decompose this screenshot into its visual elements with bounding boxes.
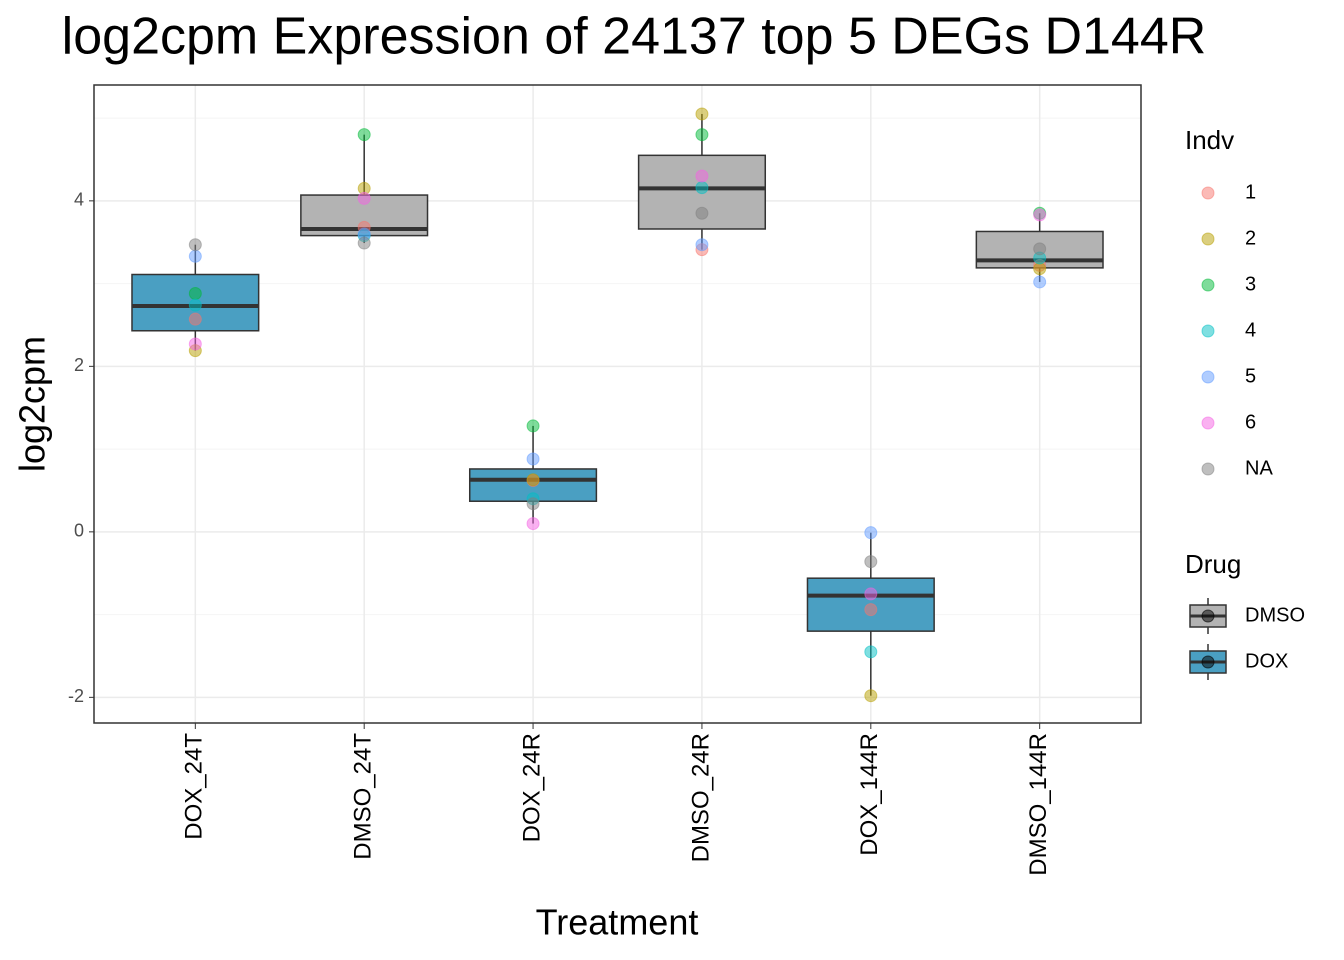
point bbox=[864, 645, 878, 659]
x-tick-label: DOX_24T bbox=[181, 733, 208, 840]
point bbox=[357, 191, 371, 205]
point bbox=[526, 419, 540, 433]
point bbox=[864, 689, 878, 703]
legend-label: 2 bbox=[1245, 227, 1256, 249]
point bbox=[695, 206, 709, 220]
point bbox=[695, 181, 709, 195]
x-tick-label: DMSO_144R bbox=[1025, 733, 1052, 876]
legend-key bbox=[1201, 278, 1215, 292]
point bbox=[188, 287, 202, 301]
y-tick-label: -2 bbox=[68, 686, 84, 706]
legend-title: Drug bbox=[1185, 549, 1241, 579]
point bbox=[864, 526, 878, 540]
x-tick-label: DMSO_24R bbox=[687, 733, 714, 862]
legend-label: DMSO bbox=[1245, 604, 1305, 626]
x-tick-label: DOX_24R bbox=[518, 733, 545, 842]
legend-label: 4 bbox=[1245, 319, 1256, 341]
point bbox=[1033, 208, 1047, 222]
legend-key bbox=[1201, 655, 1215, 669]
legend-label: 3 bbox=[1245, 273, 1256, 295]
legend-label: 1 bbox=[1245, 181, 1256, 203]
point bbox=[695, 238, 709, 252]
legend-label: 6 bbox=[1245, 411, 1256, 433]
legend-key bbox=[1201, 609, 1215, 623]
x-tick-label: DMSO_24T bbox=[350, 733, 377, 860]
point bbox=[695, 169, 709, 183]
point bbox=[357, 236, 371, 250]
point bbox=[188, 312, 202, 326]
y-tick-label: 2 bbox=[74, 355, 84, 375]
legend-title: Indv bbox=[1185, 125, 1234, 155]
legend-key bbox=[1201, 416, 1215, 430]
legend-label: 5 bbox=[1245, 365, 1256, 387]
point bbox=[1033, 262, 1047, 276]
point bbox=[1033, 275, 1047, 289]
point bbox=[188, 298, 202, 312]
legend-key bbox=[1201, 462, 1215, 476]
point bbox=[357, 128, 371, 142]
point bbox=[864, 603, 878, 617]
point bbox=[864, 555, 878, 569]
y-axis-title: log2cpm bbox=[12, 336, 53, 472]
x-axis-title: Treatment bbox=[536, 902, 699, 943]
y-tick-label: 0 bbox=[74, 521, 84, 541]
legend-key bbox=[1201, 370, 1215, 384]
chart-title: log2cpm Expression of 24137 top 5 DEGs D… bbox=[62, 8, 1207, 66]
point bbox=[695, 107, 709, 121]
plot-background bbox=[94, 85, 1141, 723]
point bbox=[188, 249, 202, 263]
point bbox=[526, 452, 540, 466]
point bbox=[526, 517, 540, 531]
x-tick-label: DOX_144R bbox=[856, 733, 883, 856]
plot-border bbox=[93, 84, 1142, 724]
point bbox=[526, 473, 540, 487]
legend-key bbox=[1201, 324, 1215, 338]
point bbox=[864, 587, 878, 601]
point bbox=[188, 238, 202, 252]
point bbox=[526, 497, 540, 511]
point bbox=[188, 337, 202, 351]
legend-label: DOX bbox=[1245, 650, 1288, 672]
legend-key bbox=[1201, 186, 1215, 200]
point bbox=[695, 128, 709, 142]
legend-label: NA bbox=[1245, 457, 1273, 479]
legend-key bbox=[1201, 232, 1215, 246]
y-tick-label: 4 bbox=[74, 190, 84, 210]
point bbox=[1033, 242, 1047, 256]
